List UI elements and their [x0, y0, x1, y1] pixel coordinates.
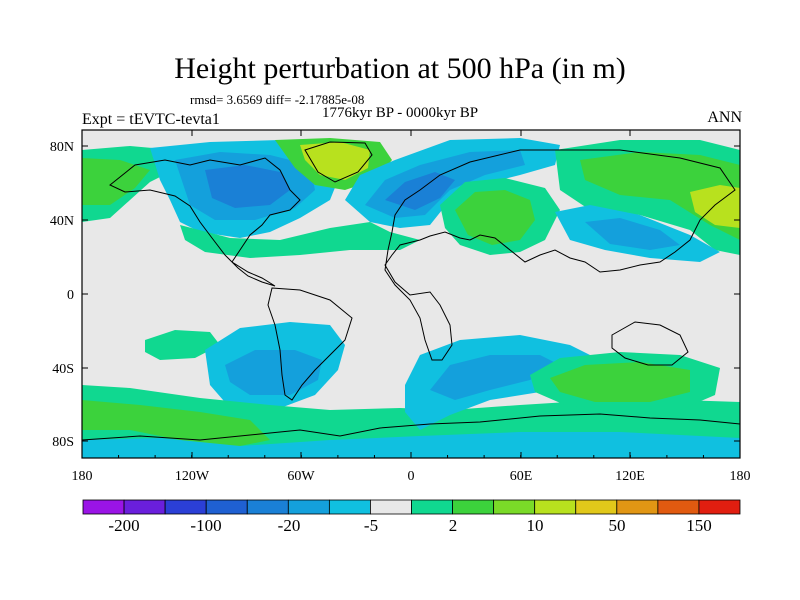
anomaly-south-pacific-core [225, 350, 322, 395]
plot-area [82, 130, 740, 458]
colorbar-swatch [164, 499, 207, 515]
lon-tick-label: 180 [72, 469, 93, 484]
coast-antarctica [82, 413, 740, 441]
colorbar-swatch [657, 499, 700, 515]
colorbar-swatch [452, 499, 495, 515]
longitude-axis: 180 120W 60W 0 60E 120E 180 [72, 469, 751, 484]
anomaly-atlantic-positive [180, 222, 420, 258]
colorbar-swatch [287, 499, 330, 515]
lon-tick-label: 120W [175, 469, 210, 484]
anomaly-south-indian-core [550, 362, 690, 402]
stats-label: rmsd= 3.6569 diff= -2.17885e-08 [190, 92, 365, 107]
colorbar-swatch [575, 499, 618, 515]
colorbar-label: -5 [363, 516, 379, 535]
anomaly-indian-ocean-core [430, 355, 560, 400]
lon-tick-label: 120E [615, 469, 645, 484]
anomaly-south-pacific-positive [145, 330, 220, 360]
lon-tick-label: 180 [730, 469, 751, 484]
anomaly-middle-east-core [455, 190, 535, 245]
latitude-axis: 80N 40N 0 40S 80S [50, 140, 74, 450]
colorbar-label: 50 [608, 516, 626, 535]
colorbar-swatch [246, 499, 289, 515]
coast-greenland [304, 141, 373, 183]
colorbar [82, 499, 741, 515]
lat-tick-label: 80S [52, 435, 74, 450]
colorbar-swatch [698, 499, 741, 515]
axis-ticks [81, 130, 741, 458]
lat-tick-label: 40S [52, 362, 74, 377]
lat-tick-label: 80N [50, 140, 74, 155]
lat-tick-label: 40N [50, 214, 74, 229]
anomaly-asia-mid [580, 152, 740, 240]
lon-tick-label: 0 [408, 469, 415, 484]
lon-tick-label: 60E [510, 469, 533, 484]
colorbar-swatch [370, 499, 412, 515]
anomaly-north-america-core [205, 165, 290, 208]
colorbar-swatch [205, 499, 248, 515]
colorbar-swatch [616, 499, 659, 515]
colorbar-swatch [411, 499, 453, 515]
colorbar-label: 150 [686, 516, 712, 535]
colorbar-label: -20 [277, 516, 301, 535]
colorbar-label: -200 [108, 516, 140, 535]
coast-australia [611, 321, 689, 366]
colorbar-swatch [493, 499, 536, 515]
coast-north-america [109, 157, 301, 287]
period-label: 1776kyr BP - 0000kyr BP [322, 105, 479, 121]
colorbar-swatch [328, 499, 371, 515]
lat-tick-label: 0 [67, 288, 74, 303]
colorbar-swatch [534, 499, 577, 515]
experiment-label: Expt = tEVTC-tevta1 [82, 111, 220, 128]
coastlines [82, 141, 740, 441]
coast-eurasia-africa [384, 149, 736, 361]
anomaly-north-pacific-core [82, 158, 150, 205]
colorbar-swatch [82, 499, 125, 515]
anomaly-antarctic-negative [82, 432, 740, 458]
season-label: ANN [707, 109, 742, 126]
colorbar-label: 10 [526, 516, 544, 535]
colorbar-label: 2 [448, 516, 458, 535]
lon-tick-label: 60W [287, 469, 315, 484]
anomaly-europe-core [385, 172, 455, 210]
anomaly-east-asia-core [585, 218, 680, 250]
coast-south-america [267, 287, 353, 401]
colorbar-label: -100 [190, 516, 222, 535]
colorbar-swatch [123, 499, 166, 515]
map-title: Height perturbation at 500 hPa (in m) [174, 52, 626, 85]
anomaly-southern-ocean-mid [82, 400, 270, 448]
